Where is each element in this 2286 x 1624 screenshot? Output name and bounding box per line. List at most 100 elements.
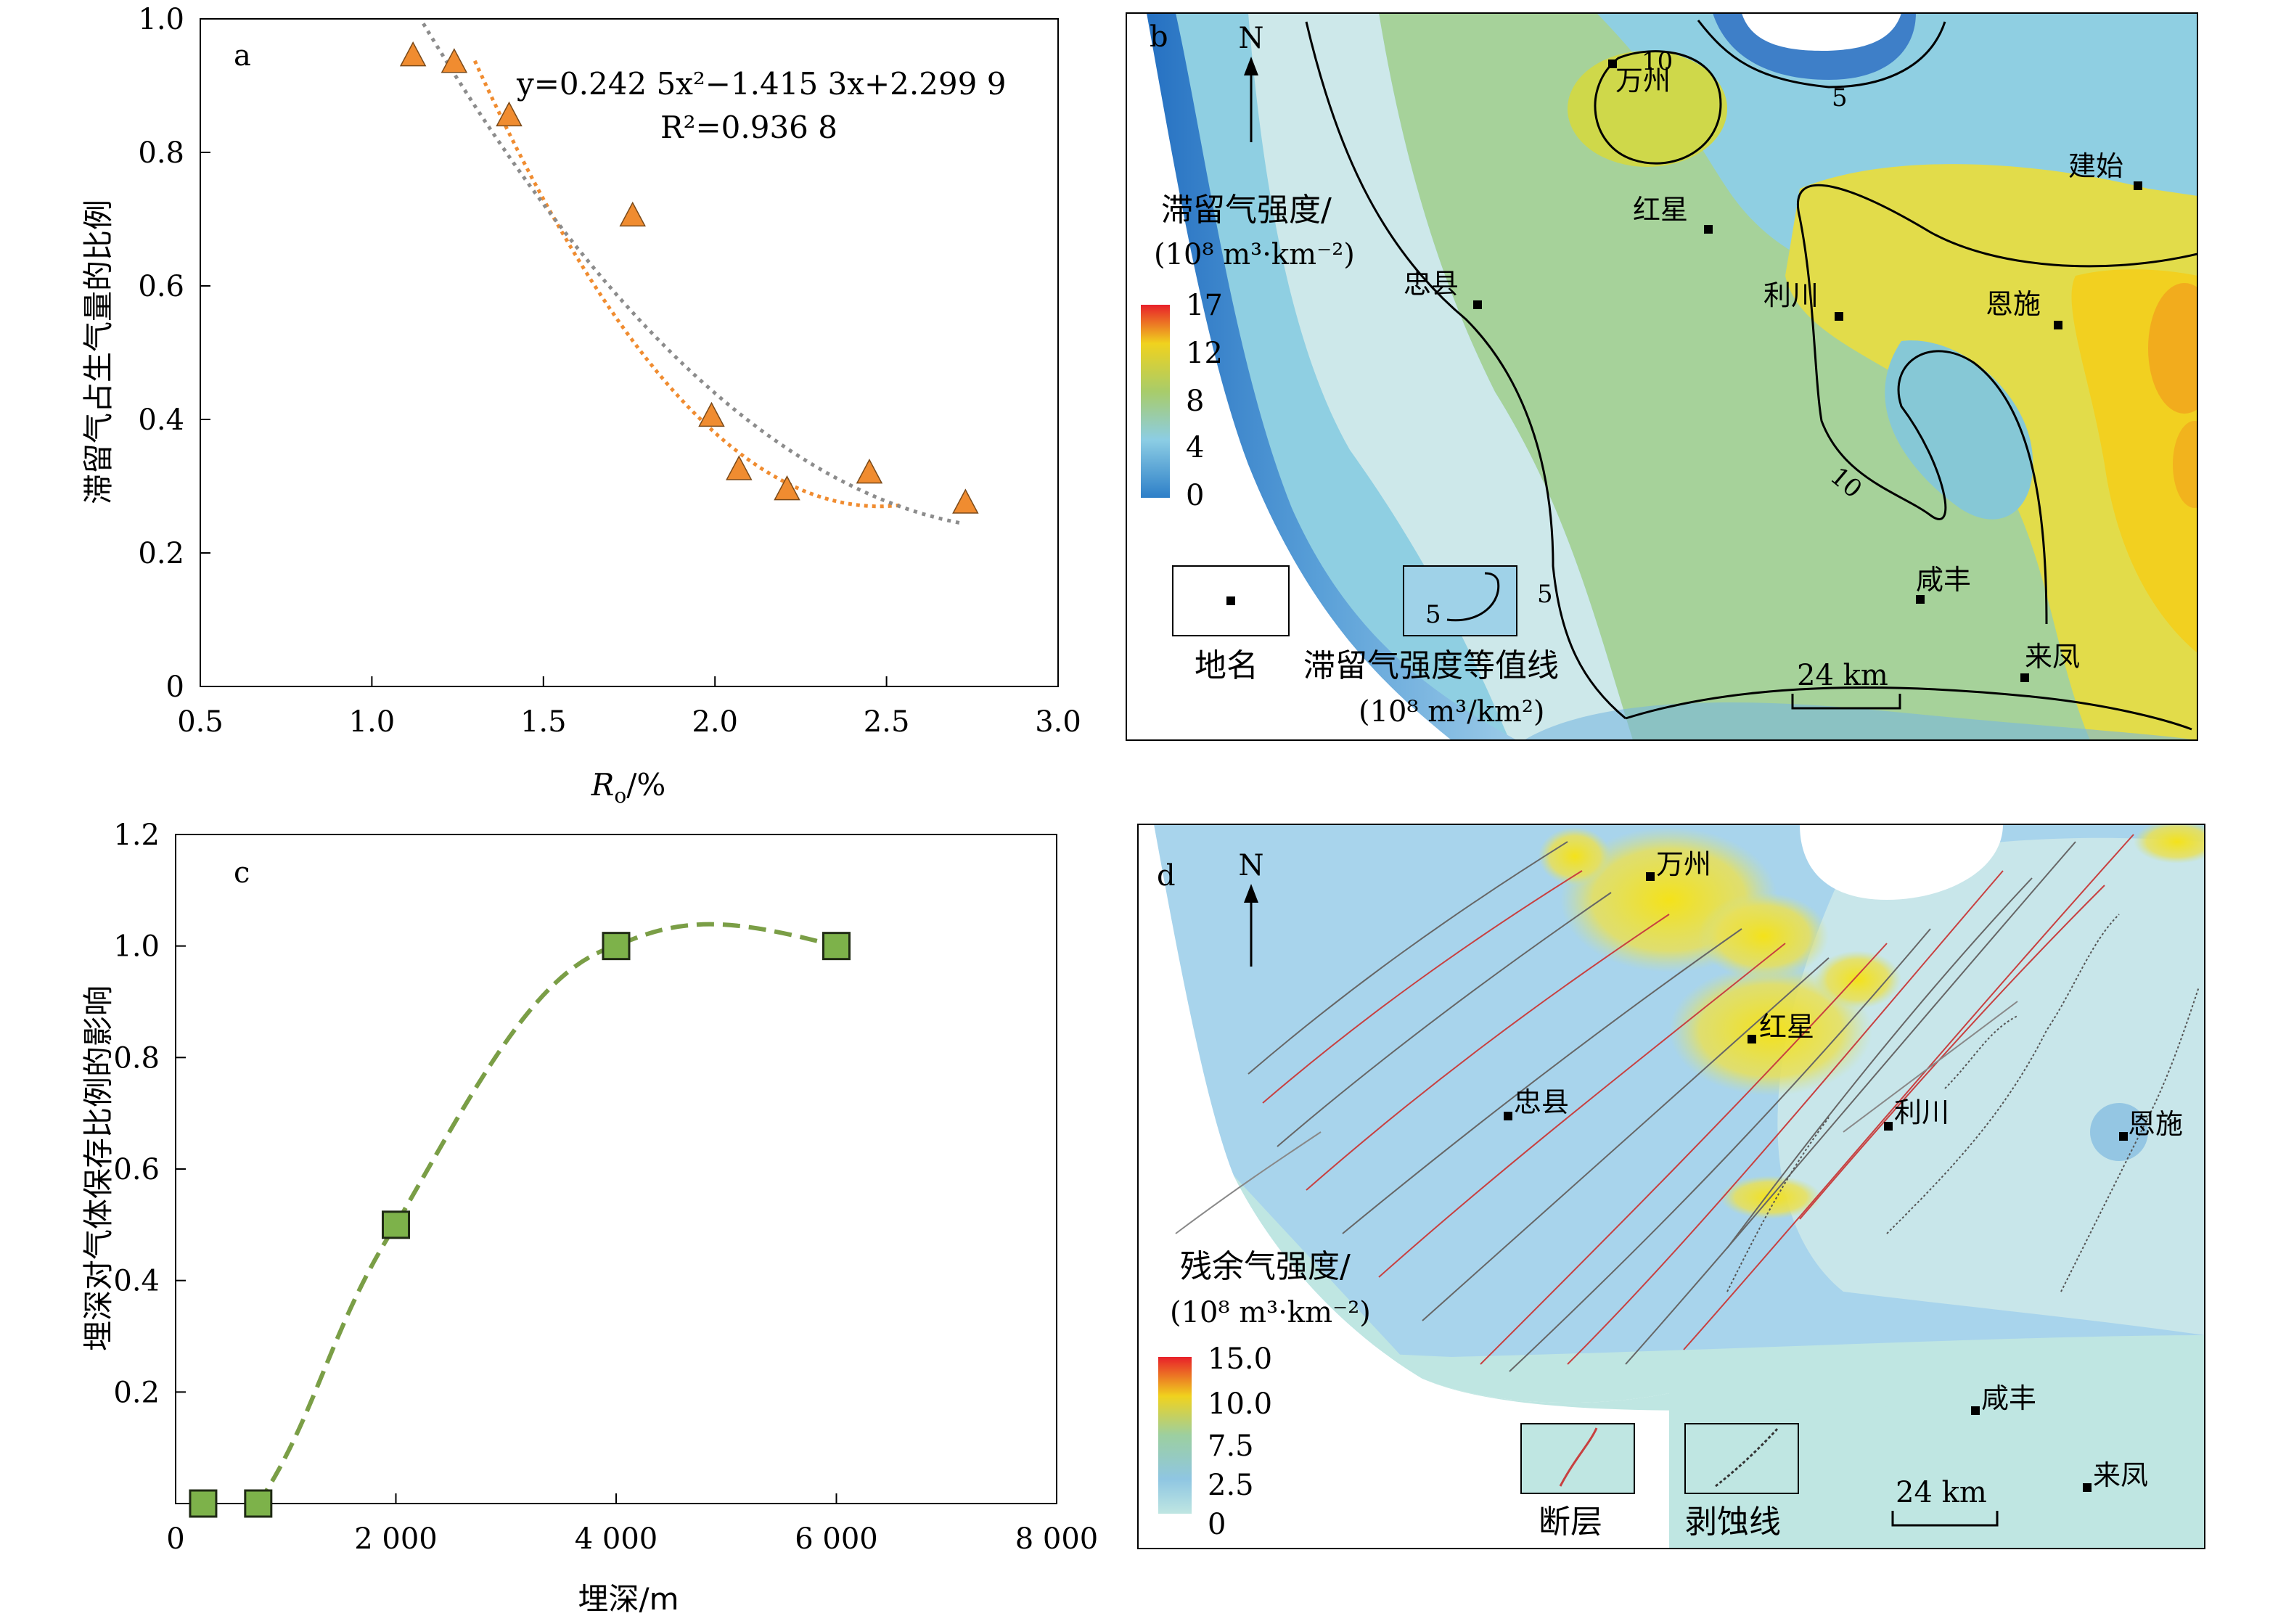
panel-b-north-arrow-head [1244,57,1258,75]
panel-a-y-ticks: 0 0.2 0.4 0.6 0.8 1.0 [138,3,210,704]
panel-b-place-enshi: 恩施 [1986,288,2062,329]
panel-d-legend-unit: (10⁸ m³·km⁻²) [1170,1296,1371,1329]
svg-text:万州: 万州 [1615,65,1671,97]
svg-text:建始: 建始 [2068,150,2123,182]
panel-b-contour-label: 10 [1642,47,1673,76]
panel-a-trend-line-orange [472,60,904,509]
panel-a-equation: y=0.242 5x²−1.415 3x+2.299 9 [516,66,1006,102]
panel-b-legend-place-label: 地名 [1195,647,1258,684]
panel-a-data-point [952,488,979,514]
svg-text:红星: 红星 [1633,194,1688,226]
panel-b-legend-title: 滞留气强度/ [1161,192,1332,229]
panel-a-data-point [496,101,523,127]
panel-b-contour-label: 5 [1537,580,1553,609]
panel-a-data-point [726,455,753,480]
panel-c-y-tick-label: 0.4 [113,1265,160,1298]
panel-a-data-point [774,475,800,501]
panel-b-scale-label: 24 km [1797,659,1888,692]
panel-c-points [189,932,851,1518]
panel-d-place-zhongxian: 忠县 [1504,1086,1569,1120]
panel-a-x-tick-label: 2.0 [692,705,738,739]
panel-d-colorbar-tick: 7.5 [1208,1430,1254,1463]
panel-a-x-ticks: 0.5 1.0 1.5 2.0 2.5 3.0 [177,676,1081,739]
panel-c-y-tick-label: 0.8 [113,1041,160,1075]
panel-b-colorbar-tick: 17 [1186,289,1223,322]
panel-b-colorbar-tick: 12 [1186,337,1223,370]
panel-b-place-jianshi: 建始 [2068,150,2142,190]
panel-a-x-tick-label: 3.0 [1035,705,1081,739]
panel-a-r-squared: R²=0.936 8 [660,110,837,145]
panel-d-scale-label: 24 km [1896,1476,1987,1509]
panel-c-x-ticks: 0 2 000 4 000 6 000 8 000 [166,1493,1098,1556]
panel-b-legend-contour-value: 5 [1425,600,1441,629]
panel-a-x-axis-label: Ro/% [591,767,666,808]
panel-d-colorbar-tick: 15.0 [1208,1342,1272,1376]
panel-a-data-point [441,48,468,73]
panel-c-x-tick-label: 2 000 [354,1522,438,1556]
panel-c-data-point [822,932,851,961]
panel-c-data-point [382,1210,410,1239]
svg-text:恩施: 恩施 [2128,1108,2183,1140]
panel-b-frame [1126,12,2198,741]
svg-text:恩施: 恩施 [1986,288,2041,320]
panel-b-colorbar-tick: 8 [1186,385,1204,418]
panel-c-label: c [234,856,250,890]
panel-c-y-tick-label: 0.6 [113,1153,160,1186]
panel-d-colorbar-tick: 10.0 [1208,1387,1272,1421]
panel-c-series-line [256,922,837,1505]
panel-d-erosion-lines [1726,914,2200,1292]
svg-text:红星: 红星 [1759,1011,1814,1043]
panel-d-map: d N 万州 红星 忠县 利川 恩施 咸丰 来凤 残余气强度/ (10⁸ m³·… [1137,824,2205,1549]
panel-c-data-point [244,1489,273,1518]
panel-b-north-label: N [1239,22,1264,55]
panel-b-place-lichuan: 利川 [1763,279,1843,321]
panel-a-plot-frame [200,18,1059,687]
panel-d-place-laifeng: 来凤 [2083,1459,2148,1492]
panel-c-y-tick-label: 1.0 [113,930,160,964]
panel-b-map: b N 10 5 10 5 5 万州 建始 红星 忠县 利川 恩施 咸丰 来凤 … [1126,12,2198,741]
panel-a-y-tick-label: 0.2 [138,537,184,570]
panel-a-x-tick-label: 0.5 [177,705,224,739]
panel-c-data-point [602,932,631,961]
panel-b-place-wanzhou: 万州 [1608,60,1671,97]
panel-a-y-tick-label: 0.8 [138,136,184,170]
panel-c-x-tick-label: 4 000 [575,1522,658,1556]
svg-text:来凤: 来凤 [2093,1459,2148,1491]
panel-a-data-point [399,41,427,67]
panel-d-colorbar [1158,1357,1192,1514]
panel-d-scale-bar [1891,1511,1999,1527]
svg-text:利川: 利川 [1894,1096,1949,1128]
svg-text:咸丰: 咸丰 [1916,564,1971,596]
panel-b-place-hongxing: 红星 [1633,194,1713,234]
panel-d-north-label: N [1239,849,1264,882]
panel-c-chart: c 0.2 0.4 0.6 0.8 1.0 1.2 0 2 000 4 000 6 000 8 0… [81,819,1098,1617]
svg-text:咸丰: 咸丰 [1981,1382,2036,1414]
panel-a-x-tick-label: 1.0 [349,705,396,739]
svg-text:利川: 利川 [1763,279,1819,311]
panel-b-scale-bar [1791,694,1901,710]
panel-a-data-point [698,401,725,427]
panel-d-legend-erosion-box [1684,1423,1799,1494]
panel-d-legend-erosion-label: 剥蚀线 [1685,1504,1781,1541]
panel-a-y-tick-label: 0.4 [138,403,184,437]
svg-text:万州: 万州 [1656,848,1711,880]
panel-b-place-zhongxian: 忠县 [1404,268,1482,309]
panel-b-contour-label: 5 [1832,83,1848,112]
panel-c-data-point [189,1489,218,1518]
panel-d-place-wanzhou: 万州 [1646,848,1711,881]
panel-d-colorbar-tick: 0 [1208,1508,1226,1541]
panel-a-data-point [619,201,646,227]
panel-a-y-tick-label: 1.0 [138,3,184,36]
panel-b-colorbar-tick: 0 [1186,479,1204,512]
panel-d-fault-lines [1175,834,2134,1372]
panel-c-y-tick-label: 1.2 [113,819,160,852]
panel-a-points [399,41,979,514]
panel-b-colorbar-tick: 4 [1186,431,1204,464]
panel-a-x-tick-label: 1.5 [520,705,567,739]
panel-d-frame [1137,824,2205,1549]
panel-b-legend-place-box [1172,565,1290,636]
panel-b-colorbar [1141,305,1170,498]
panel-d-label: d [1157,859,1176,893]
svg-text:忠县: 忠县 [1404,268,1459,300]
